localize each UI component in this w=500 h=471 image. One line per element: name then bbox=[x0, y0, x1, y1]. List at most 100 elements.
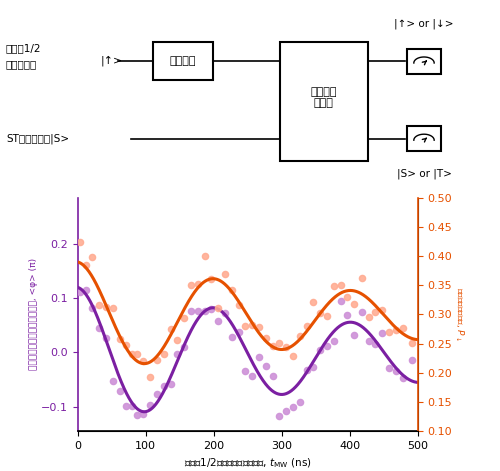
Point bbox=[372, 340, 380, 348]
Bar bbox=[152, 42, 212, 81]
Point bbox=[140, 357, 147, 365]
Point bbox=[153, 357, 161, 364]
Point bbox=[194, 280, 202, 288]
Point bbox=[228, 333, 236, 341]
Point bbox=[276, 412, 283, 420]
Point bbox=[242, 367, 250, 375]
Text: 回転操作: 回転操作 bbox=[169, 57, 196, 66]
Point bbox=[408, 357, 416, 364]
Point bbox=[146, 374, 154, 381]
Y-axis label: 下回転スピン確率, $P_{\downarrow}$: 下回転スピン確率, $P_{\downarrow}$ bbox=[454, 287, 466, 341]
Point bbox=[200, 307, 208, 315]
Point bbox=[296, 333, 304, 340]
Point bbox=[180, 314, 188, 322]
Point bbox=[116, 387, 124, 395]
Point bbox=[398, 325, 406, 332]
Point bbox=[102, 304, 110, 311]
Point bbox=[208, 305, 216, 313]
Point bbox=[76, 288, 84, 296]
X-axis label: スピン1/2量子ビット操作時間, $t_{\mathrm{MW}}$ (ns): スピン1/2量子ビット操作時間, $t_{\mathrm{MW}}$ (ns) bbox=[184, 456, 312, 470]
Point bbox=[310, 364, 318, 371]
Point bbox=[214, 317, 222, 325]
Point bbox=[268, 372, 276, 380]
Bar bbox=[408, 126, 440, 151]
Point bbox=[385, 365, 393, 372]
Point bbox=[187, 308, 195, 315]
Point bbox=[323, 312, 331, 320]
Text: 制御位相
ゲート: 制御位相 ゲート bbox=[310, 87, 337, 108]
Point bbox=[128, 403, 136, 410]
Point bbox=[214, 304, 222, 312]
Point bbox=[102, 334, 110, 341]
Point bbox=[174, 336, 182, 344]
Text: スピン1/2: スピン1/2 bbox=[6, 43, 42, 53]
Point bbox=[88, 253, 96, 261]
Point bbox=[350, 300, 358, 308]
Point bbox=[310, 299, 318, 306]
Point bbox=[289, 403, 297, 410]
Bar bbox=[408, 49, 440, 74]
Point bbox=[358, 308, 366, 316]
Point bbox=[194, 307, 202, 315]
Text: 量子ビット: 量子ビット bbox=[6, 59, 37, 70]
Point bbox=[289, 352, 297, 360]
Point bbox=[160, 382, 168, 390]
Point bbox=[296, 398, 304, 406]
Point bbox=[408, 339, 416, 347]
Point bbox=[96, 324, 104, 332]
Point bbox=[153, 390, 161, 398]
Point bbox=[228, 286, 236, 293]
Point bbox=[134, 411, 141, 418]
Point bbox=[134, 350, 141, 358]
Point bbox=[268, 342, 276, 349]
Point bbox=[122, 341, 130, 349]
Point bbox=[316, 347, 324, 354]
Point bbox=[350, 331, 358, 338]
Point bbox=[302, 366, 310, 374]
Text: |S> or |T>: |S> or |T> bbox=[396, 169, 452, 179]
Point bbox=[385, 328, 393, 335]
Point bbox=[140, 410, 147, 418]
Point bbox=[282, 408, 290, 415]
Text: |↑> or |↓>: |↑> or |↓> bbox=[394, 19, 454, 29]
Text: |↑>: |↑> bbox=[101, 55, 123, 65]
Point bbox=[166, 325, 174, 333]
Point bbox=[302, 322, 310, 330]
Point bbox=[221, 309, 229, 317]
Point bbox=[96, 300, 104, 308]
Point bbox=[116, 335, 124, 342]
Text: ST量子ビット|S>: ST量子ビット|S> bbox=[6, 133, 69, 144]
Point bbox=[372, 309, 380, 316]
Point bbox=[187, 281, 195, 289]
Point bbox=[282, 343, 290, 351]
Y-axis label: 逆調位相のアンサンブル平均, <φ> (π): 逆調位相のアンサンブル平均, <φ> (π) bbox=[29, 258, 38, 371]
Point bbox=[109, 304, 117, 311]
Point bbox=[364, 313, 372, 321]
Point bbox=[82, 286, 90, 294]
Point bbox=[122, 403, 130, 410]
Point bbox=[262, 363, 270, 370]
Point bbox=[398, 375, 406, 382]
Point bbox=[262, 334, 270, 341]
Point bbox=[82, 261, 90, 269]
Point bbox=[248, 321, 256, 329]
Point bbox=[344, 293, 351, 300]
Point bbox=[242, 323, 250, 330]
Point bbox=[166, 380, 174, 387]
Point bbox=[160, 351, 168, 358]
Point bbox=[330, 337, 338, 345]
Point bbox=[248, 373, 256, 380]
Point bbox=[180, 343, 188, 350]
Point bbox=[276, 339, 283, 347]
Point bbox=[234, 328, 242, 335]
Point bbox=[200, 252, 208, 260]
Point bbox=[336, 297, 344, 305]
Point bbox=[234, 301, 242, 309]
Point bbox=[316, 309, 324, 317]
Point bbox=[88, 304, 96, 311]
Point bbox=[358, 274, 366, 282]
Bar bbox=[280, 42, 368, 161]
Point bbox=[255, 354, 263, 361]
Point bbox=[174, 350, 182, 357]
Point bbox=[378, 329, 386, 337]
